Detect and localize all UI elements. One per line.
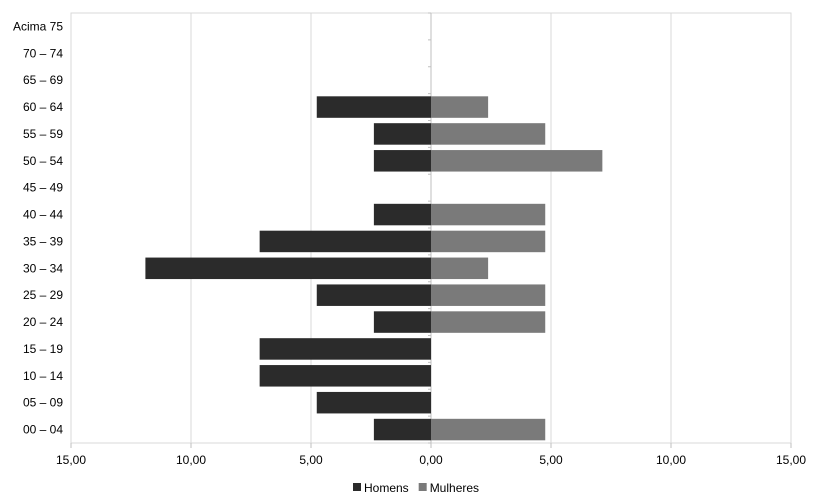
y-tick-label: 20 – 24 xyxy=(23,315,63,329)
mulheres-bar xyxy=(431,96,489,118)
y-axis-ticks: 00 – 04 05 – 09 10 – 14 15 – 19 20 – 24 25 – … xyxy=(13,12,431,444)
homens-bar xyxy=(373,123,431,145)
legend-swatch xyxy=(353,483,361,491)
y-tick-label: 50 – 54 xyxy=(23,154,63,168)
homens-bar xyxy=(316,96,431,118)
x-tick-label: 15,00 xyxy=(776,453,806,467)
x-tick-label: 0,00 xyxy=(419,453,443,467)
homens-bar xyxy=(259,365,431,387)
mulheres-bar xyxy=(431,284,546,306)
mulheres-bar xyxy=(431,311,546,333)
homens-bar xyxy=(259,230,431,253)
x-tick-label: 10,00 xyxy=(176,453,206,467)
y-tick-label: 40 – 44 xyxy=(23,208,63,222)
mulheres-bar xyxy=(431,418,546,441)
x-tick-label: 15,00 xyxy=(56,453,86,467)
y-tick-label: 60 – 64 xyxy=(23,100,63,114)
x-axis-ticks: 15,00 10,00 5,00 0,00 5,00 10,00 15,00 xyxy=(56,443,806,467)
x-tick-label: 10,00 xyxy=(656,453,686,467)
legend-label: Homens xyxy=(364,481,409,495)
y-tick-label: 70 – 74 xyxy=(23,46,63,60)
legend: Homens Mulheres xyxy=(353,481,479,495)
y-tick-label: 30 – 34 xyxy=(23,261,63,275)
y-tick-label: 05 – 09 xyxy=(23,396,63,410)
mulheres-bar xyxy=(431,150,603,172)
x-tick-label: 5,00 xyxy=(539,453,563,467)
homens-bar xyxy=(373,418,431,441)
y-tick-label: 15 – 19 xyxy=(23,342,63,356)
homens-bar xyxy=(373,203,431,226)
y-tick-label: 55 – 59 xyxy=(23,127,63,141)
x-tick-label: 5,00 xyxy=(299,453,323,467)
homens-bar xyxy=(316,391,431,414)
y-tick-label: 35 – 39 xyxy=(23,234,63,248)
homens-bar xyxy=(316,284,431,306)
homens-bar xyxy=(373,150,431,172)
homens-bar xyxy=(259,338,431,360)
homens-bar xyxy=(373,311,431,333)
mulheres-bar xyxy=(431,203,546,226)
mulheres-bar xyxy=(431,257,489,280)
y-tick-label: 45 – 49 xyxy=(23,181,63,195)
y-tick-label: Acima 75 xyxy=(13,19,63,33)
legend-label: Mulheres xyxy=(430,481,479,495)
mulheres-bar xyxy=(431,123,546,145)
bars xyxy=(145,96,603,441)
y-tick-label: 25 – 29 xyxy=(23,288,63,302)
y-tick-label: 00 – 04 xyxy=(23,423,63,437)
mulheres-bar xyxy=(431,230,546,253)
homens-bar xyxy=(145,257,431,280)
y-tick-label: 10 – 14 xyxy=(23,369,63,383)
y-tick-label: 65 – 69 xyxy=(23,73,63,87)
legend-swatch xyxy=(418,483,427,491)
